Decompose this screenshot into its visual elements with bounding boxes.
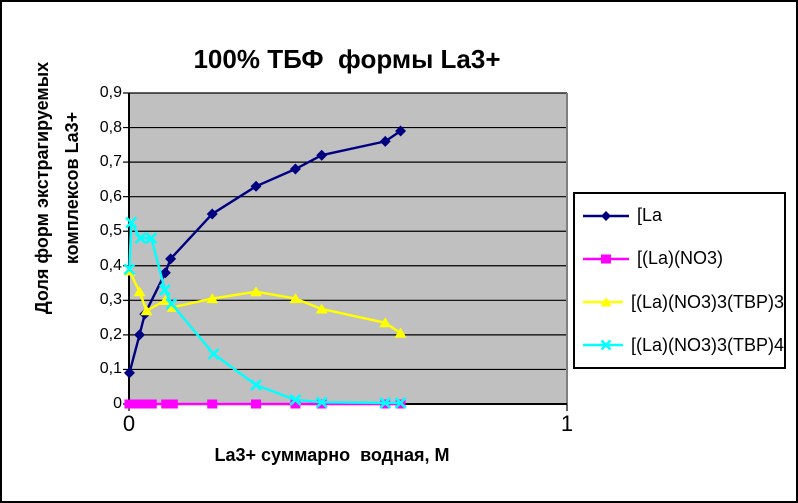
legend-label: [(La)(NO3)3(TBP)3 [630, 291, 784, 312]
square-marker [207, 399, 218, 409]
x-marker [207, 347, 220, 360]
x-marker [158, 284, 171, 296]
x-marker [379, 397, 392, 409]
y-tick-label: 0,1 [99, 360, 122, 378]
x-marker-icon [600, 340, 612, 351]
legend-item: [(La)(NO3)3(TBP)3 [575, 281, 784, 324]
y-tick-label: 0,3 [99, 291, 122, 309]
x-marker [134, 232, 147, 245]
y-tick-label: 0,7 [99, 153, 122, 171]
chart-title: 100% ТБФ формы La3+ [193, 44, 501, 74]
legend-label: [(La)(NO3)3(TBP)4 [630, 334, 784, 355]
x-marker [250, 379, 262, 391]
x-marker [145, 232, 158, 245]
diamond-marker [134, 329, 146, 341]
triangle-marker [379, 317, 392, 328]
legend-square-marker-icon [583, 254, 629, 264]
square-marker [161, 399, 172, 409]
diamond-marker [165, 253, 177, 265]
triangle-marker [140, 305, 153, 316]
y-tick-label: 0,9 [99, 84, 122, 101]
x-marker [394, 397, 407, 409]
legend-item: [(La)(NO3) [575, 237, 784, 280]
square-marker [146, 399, 157, 409]
triangle-marker [133, 286, 146, 297]
legend-label: [La [637, 205, 663, 226]
diamond-marker-icon [601, 210, 611, 221]
legend-triangle-marker-icon [583, 297, 623, 307]
y-tick-label: 0,2 [99, 325, 122, 343]
y-tick-label: 0,5 [99, 222, 122, 240]
y-tick-label: 0,8 [99, 118, 122, 136]
y-tick-label: 0 [113, 395, 122, 412]
diamond-marker [379, 135, 391, 147]
legend-label: [(La)(NO3) [637, 248, 724, 269]
legend-item: [(La)(NO3)3(TBP)4 [575, 324, 784, 367]
x-tick-label: 1 [560, 411, 574, 436]
x-marker [123, 263, 136, 276]
legend-diamond-marker-icon [583, 210, 629, 221]
square-marker-icon [601, 254, 611, 264]
x-marker [315, 396, 328, 409]
triangle-marker [289, 293, 302, 304]
diamond-marker [395, 125, 407, 137]
plot-background [129, 93, 567, 404]
x-tick-label: 0 [122, 411, 136, 436]
diamond-marker [316, 149, 328, 161]
square-marker [251, 399, 262, 409]
square-marker [129, 399, 140, 409]
triangle-marker [315, 303, 328, 314]
square-marker [134, 399, 145, 409]
legend: [La [(La)(NO3) [(La)(NO3)3(TBP)3 [(La)(NO3)… [573, 192, 786, 369]
x-marker [125, 216, 138, 229]
diamond-marker [289, 163, 301, 175]
diamond-marker [250, 180, 262, 192]
triangle-marker [206, 293, 219, 304]
x-marker [289, 393, 302, 406]
square-marker [290, 399, 301, 409]
square-marker [141, 399, 152, 409]
x-axis-title: La3+ суммарно водная, М [214, 445, 450, 465]
x-marker [165, 297, 178, 310]
triangle-marker [250, 286, 263, 297]
diamond-marker [123, 367, 135, 379]
diamond-marker [206, 208, 218, 220]
diamond-marker [159, 267, 171, 279]
square-marker [167, 399, 178, 409]
y-tick-label: 0,4 [99, 256, 122, 274]
y-tick-label: 0,6 [99, 187, 122, 205]
triangle-marker [394, 327, 407, 338]
legend-item: [La [575, 194, 784, 237]
legend-x-marker-icon [583, 340, 623, 351]
triangle-marker-icon [600, 297, 612, 307]
